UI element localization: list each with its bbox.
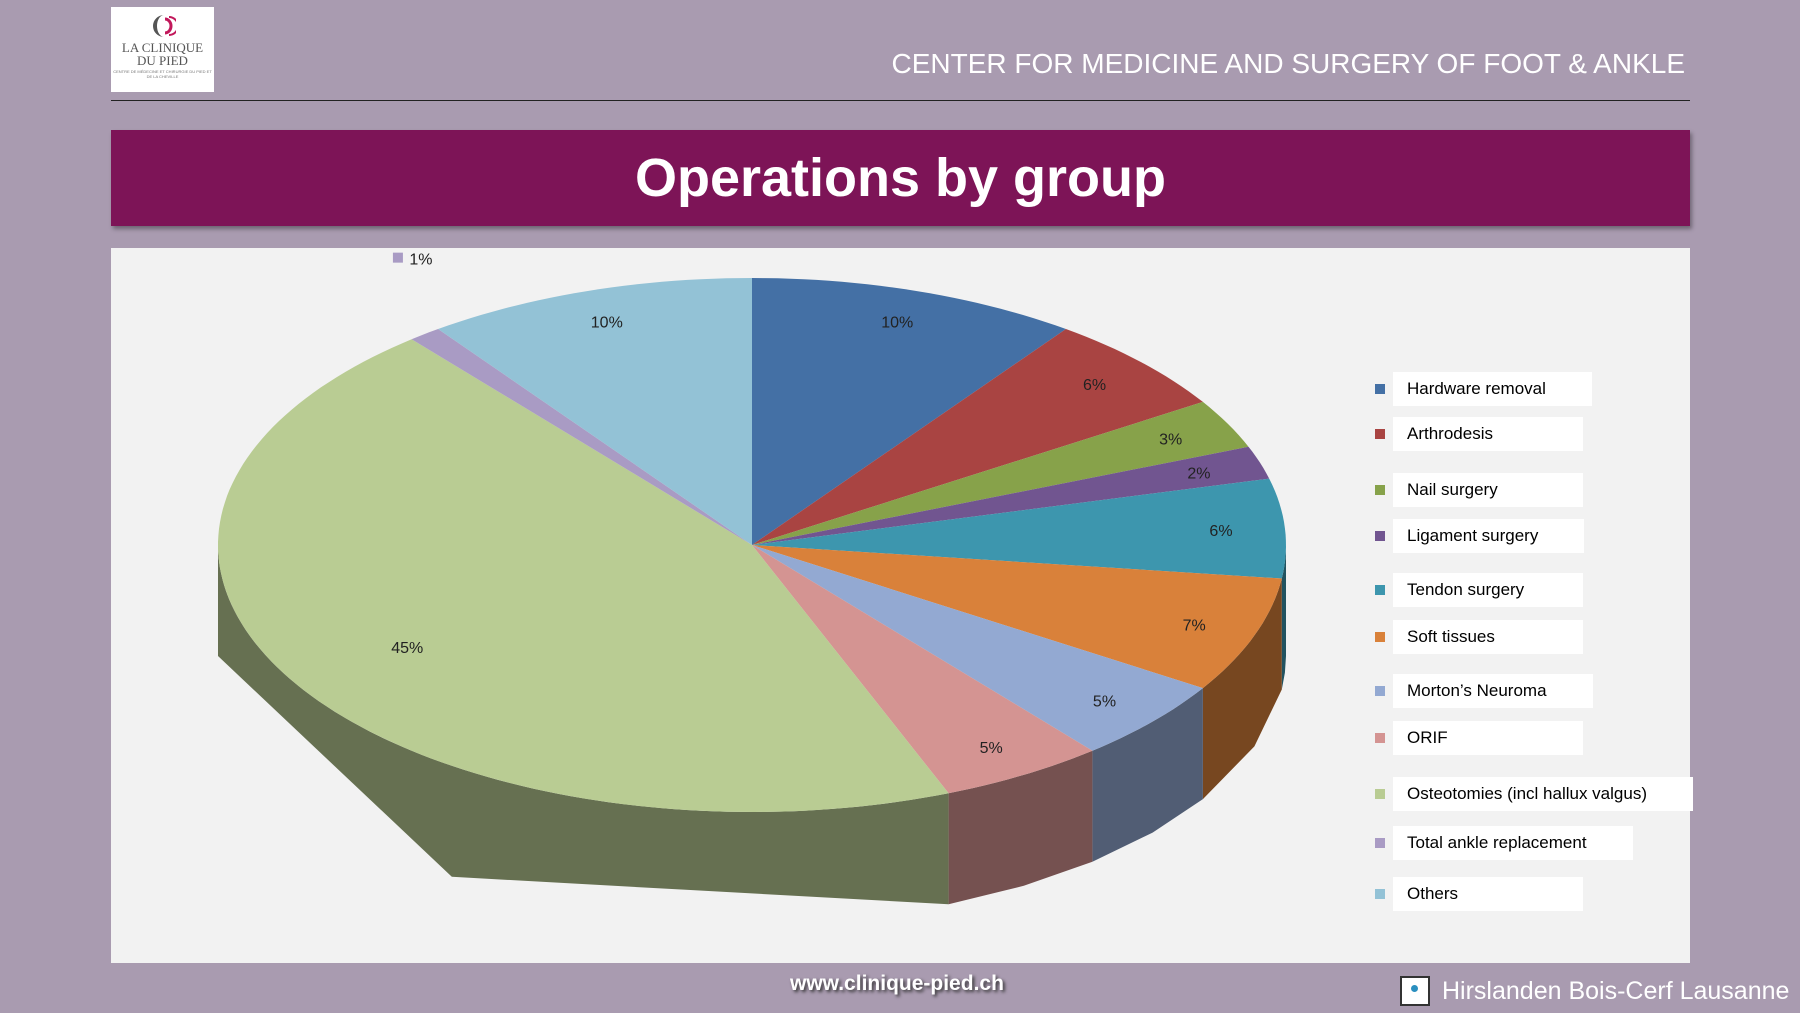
- pie-slice: [752, 545, 1203, 751]
- data-label: 5%: [980, 740, 1003, 757]
- data-label: 45%: [391, 640, 423, 657]
- label-marker: [392, 252, 403, 263]
- pie-slice: [752, 545, 1093, 794]
- clinic-logo: LA CLINIQUE DU PIED CENTRE DE MÉDECINE E…: [111, 7, 214, 92]
- logo-subtext: CENTRE DE MÉDECINE ET CHIRURGIE DU PIED …: [113, 69, 212, 79]
- legend-item: Soft tissues: [1375, 620, 1583, 654]
- data-label: 10%: [881, 315, 913, 332]
- legend-item: Others: [1375, 877, 1583, 911]
- legend-label: Others: [1393, 877, 1583, 911]
- hirslanden-brand: Hirslanden Bois-Cerf Lausanne: [1400, 976, 1789, 1006]
- legend-swatch: [1375, 789, 1385, 799]
- pie-slice: [752, 329, 1203, 545]
- data-label: 3%: [1159, 431, 1182, 448]
- pie-slice: [411, 329, 752, 545]
- legend-label: Osteotomies (incl hallux valgus): [1393, 777, 1693, 811]
- pie-slice: [752, 478, 1286, 579]
- website-link[interactable]: www.clinique-pied.ch: [790, 972, 1004, 995]
- legend-swatch: [1375, 838, 1385, 848]
- pie-slice: [218, 339, 949, 812]
- logo-text-line1: LA CLINIQUE: [121, 40, 204, 55]
- data-label: 6%: [1083, 377, 1106, 394]
- brand-name: Hirslanden Bois-Cerf Lausanne: [1442, 976, 1790, 1005]
- legend-label: Tendon surgery: [1393, 573, 1583, 607]
- legend-item: ORIF: [1375, 721, 1583, 755]
- data-label: 1%: [409, 252, 432, 269]
- pie-slice: [752, 545, 1282, 689]
- data-label: 2%: [1187, 465, 1210, 482]
- legend-swatch: [1375, 485, 1385, 495]
- legend-item: Ligament surgery: [1375, 519, 1585, 553]
- legend-label: Soft tissues: [1393, 620, 1583, 654]
- legend-swatch: [1375, 384, 1385, 394]
- legend-label: ORIF: [1393, 721, 1583, 755]
- legend-label: Ligament surgery: [1393, 519, 1585, 553]
- pie-slice-side: [1202, 578, 1282, 800]
- logo-text-line2: DU PIED: [137, 53, 188, 68]
- legend-item: Arthrodesis: [1375, 417, 1583, 451]
- pie-slice-side: [1281, 545, 1286, 690]
- legend-item: Total ankle replacement: [1375, 826, 1633, 860]
- title-bar: Operations by group: [111, 130, 1690, 226]
- data-label: 5%: [1093, 693, 1116, 710]
- legend-swatch: [1375, 429, 1385, 439]
- pie-slice-side: [218, 545, 949, 905]
- legend-label: Arthrodesis: [1393, 417, 1583, 451]
- logo-foot-icon: [150, 13, 176, 39]
- legend-swatch: [1375, 686, 1385, 696]
- legend-label: Total ankle replacement: [1393, 826, 1633, 860]
- pie-slice-side: [1092, 688, 1203, 862]
- legend-swatch: [1375, 733, 1385, 743]
- data-label: 7%: [1183, 618, 1206, 635]
- legend-label: Hardware removal: [1393, 372, 1592, 406]
- legend-swatch: [1375, 531, 1385, 541]
- hirslanden-logo-icon: [1400, 976, 1430, 1006]
- legend-item: Tendon surgery: [1375, 573, 1583, 607]
- data-label: 10%: [591, 315, 623, 332]
- pie-slice: [752, 401, 1249, 545]
- header-divider: [111, 100, 1690, 101]
- legend-item: Morton’s Neuroma: [1375, 674, 1593, 708]
- pie-slice-side: [948, 750, 1093, 905]
- page-title: Operations by group: [634, 148, 1167, 208]
- legend-item: Hardware removal: [1375, 372, 1592, 406]
- pie-slice: [752, 278, 1066, 545]
- center-name: CENTER FOR MEDICINE AND SURGERY OF FOOT …: [891, 48, 1685, 79]
- data-label: 6%: [1209, 523, 1232, 540]
- legend-item: Osteotomies (incl hallux valgus): [1375, 777, 1693, 811]
- legend-label: Nail surgery: [1393, 473, 1583, 507]
- legend-swatch: [1375, 585, 1385, 595]
- legend-label: Morton’s Neuroma: [1393, 674, 1593, 708]
- pie-slice: [752, 446, 1270, 545]
- legend-item: Nail surgery: [1375, 473, 1583, 507]
- pie-slice: [438, 278, 752, 545]
- legend-swatch: [1375, 889, 1385, 899]
- legend-swatch: [1375, 632, 1385, 642]
